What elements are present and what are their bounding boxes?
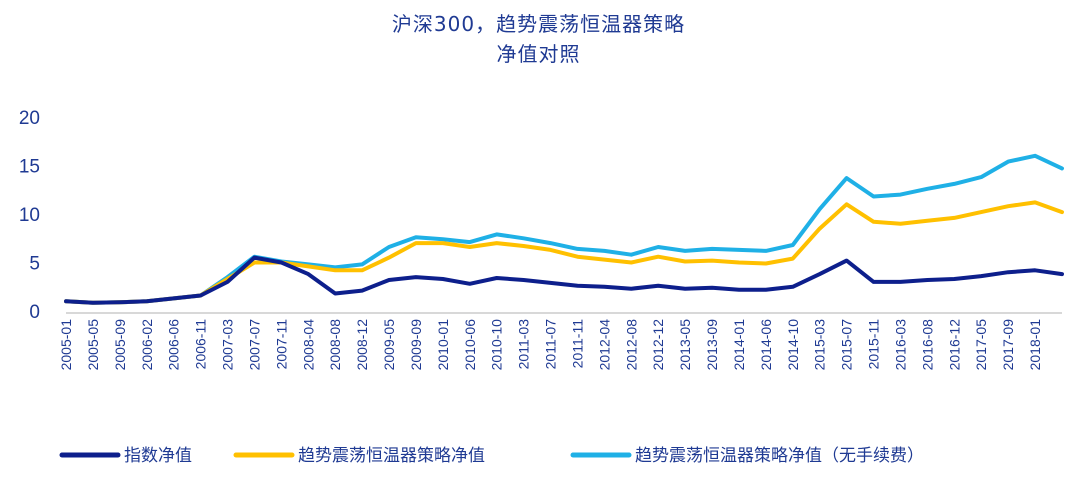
x-tick-label: 2009-09 <box>408 319 424 371</box>
x-tick-label: 2017-09 <box>1000 319 1016 371</box>
x-tick-label: 2006-11 <box>193 319 209 370</box>
x-tick-label: 2010-01 <box>435 319 451 371</box>
x-tick-label: 2013-09 <box>704 319 720 371</box>
x-tick-label: 2016-12 <box>946 319 962 371</box>
x-tick-label: 2015-11 <box>866 319 882 370</box>
plot-area <box>64 153 1064 305</box>
x-tick-label: 2015-07 <box>839 319 855 371</box>
x-tick-label: 2018-01 <box>1027 319 1043 371</box>
legend-label-0: 指数净值 <box>124 446 192 466</box>
legend-label-2: 趋势震荡恒温器策略净值（无手续费） <box>635 446 924 466</box>
x-tick-label: 2013-05 <box>677 319 693 371</box>
x-tick-label: 2005-01 <box>58 319 74 371</box>
x-tick-label: 2005-05 <box>85 319 101 371</box>
x-tick-label: 2007-03 <box>220 319 236 371</box>
x-tick-label: 2007-07 <box>246 319 262 371</box>
x-tick-label: 2017-05 <box>973 319 989 371</box>
x-tick-label: 2011-11 <box>569 319 585 369</box>
x-tick-label: 2008-12 <box>354 319 370 371</box>
x-tick-label: 2012-04 <box>596 319 612 371</box>
x-tick-label: 2012-08 <box>623 319 639 371</box>
legend: 指数净值 趋势震荡恒温器策略净值 趋势震荡恒温器策略净值（无手续费） <box>59 446 924 466</box>
x-tick-label: 2012-12 <box>650 319 666 371</box>
x-axis: 2005-01 2005-05 2005-09 2006-02 2006-06 2006-… <box>58 312 1062 371</box>
x-tick-label: 2010-06 <box>462 319 478 371</box>
x-tick-label: 2015-03 <box>812 319 828 371</box>
y-tick-label: 5 <box>29 254 40 275</box>
y-tick-label: 10 <box>19 205 40 226</box>
x-tick-label: 2016-08 <box>919 319 935 371</box>
x-tick-label: 2014-10 <box>785 319 801 371</box>
x-tick-label: 2006-06 <box>166 319 182 371</box>
series-line-2 <box>64 153 1064 305</box>
legend-label-1: 趋势震荡恒温器策略净值 <box>298 446 485 466</box>
x-tick-label: 2006-02 <box>139 319 155 371</box>
x-tick-label: 2009-05 <box>381 319 397 371</box>
x-tick-label: 2005-09 <box>112 319 128 371</box>
x-tick-label: 2010-10 <box>489 319 505 371</box>
chart-title: 沪深300，趋势震荡恒温器策略 <box>391 12 686 36</box>
x-tick-label: 2007-11 <box>273 319 289 370</box>
series-line-0 <box>64 255 1064 305</box>
x-tick-label: 2011-07 <box>543 319 559 370</box>
y-tick-label: 0 <box>29 302 40 323</box>
y-tick-label: 15 <box>19 157 40 178</box>
x-tick-label: 2008-04 <box>300 319 316 371</box>
x-tick-label: 2016-03 <box>892 319 908 371</box>
x-tick-label: 2014-06 <box>758 319 774 371</box>
x-tick-label: 2008-08 <box>327 319 343 371</box>
y-tick-label: 20 <box>19 108 40 129</box>
x-tick-label: 2011-03 <box>516 319 532 370</box>
y-axis: 0 5 10 15 20 <box>19 108 40 323</box>
chart-subtitle: 净值对照 <box>496 42 581 66</box>
x-tick-label: 2014-01 <box>731 319 747 371</box>
